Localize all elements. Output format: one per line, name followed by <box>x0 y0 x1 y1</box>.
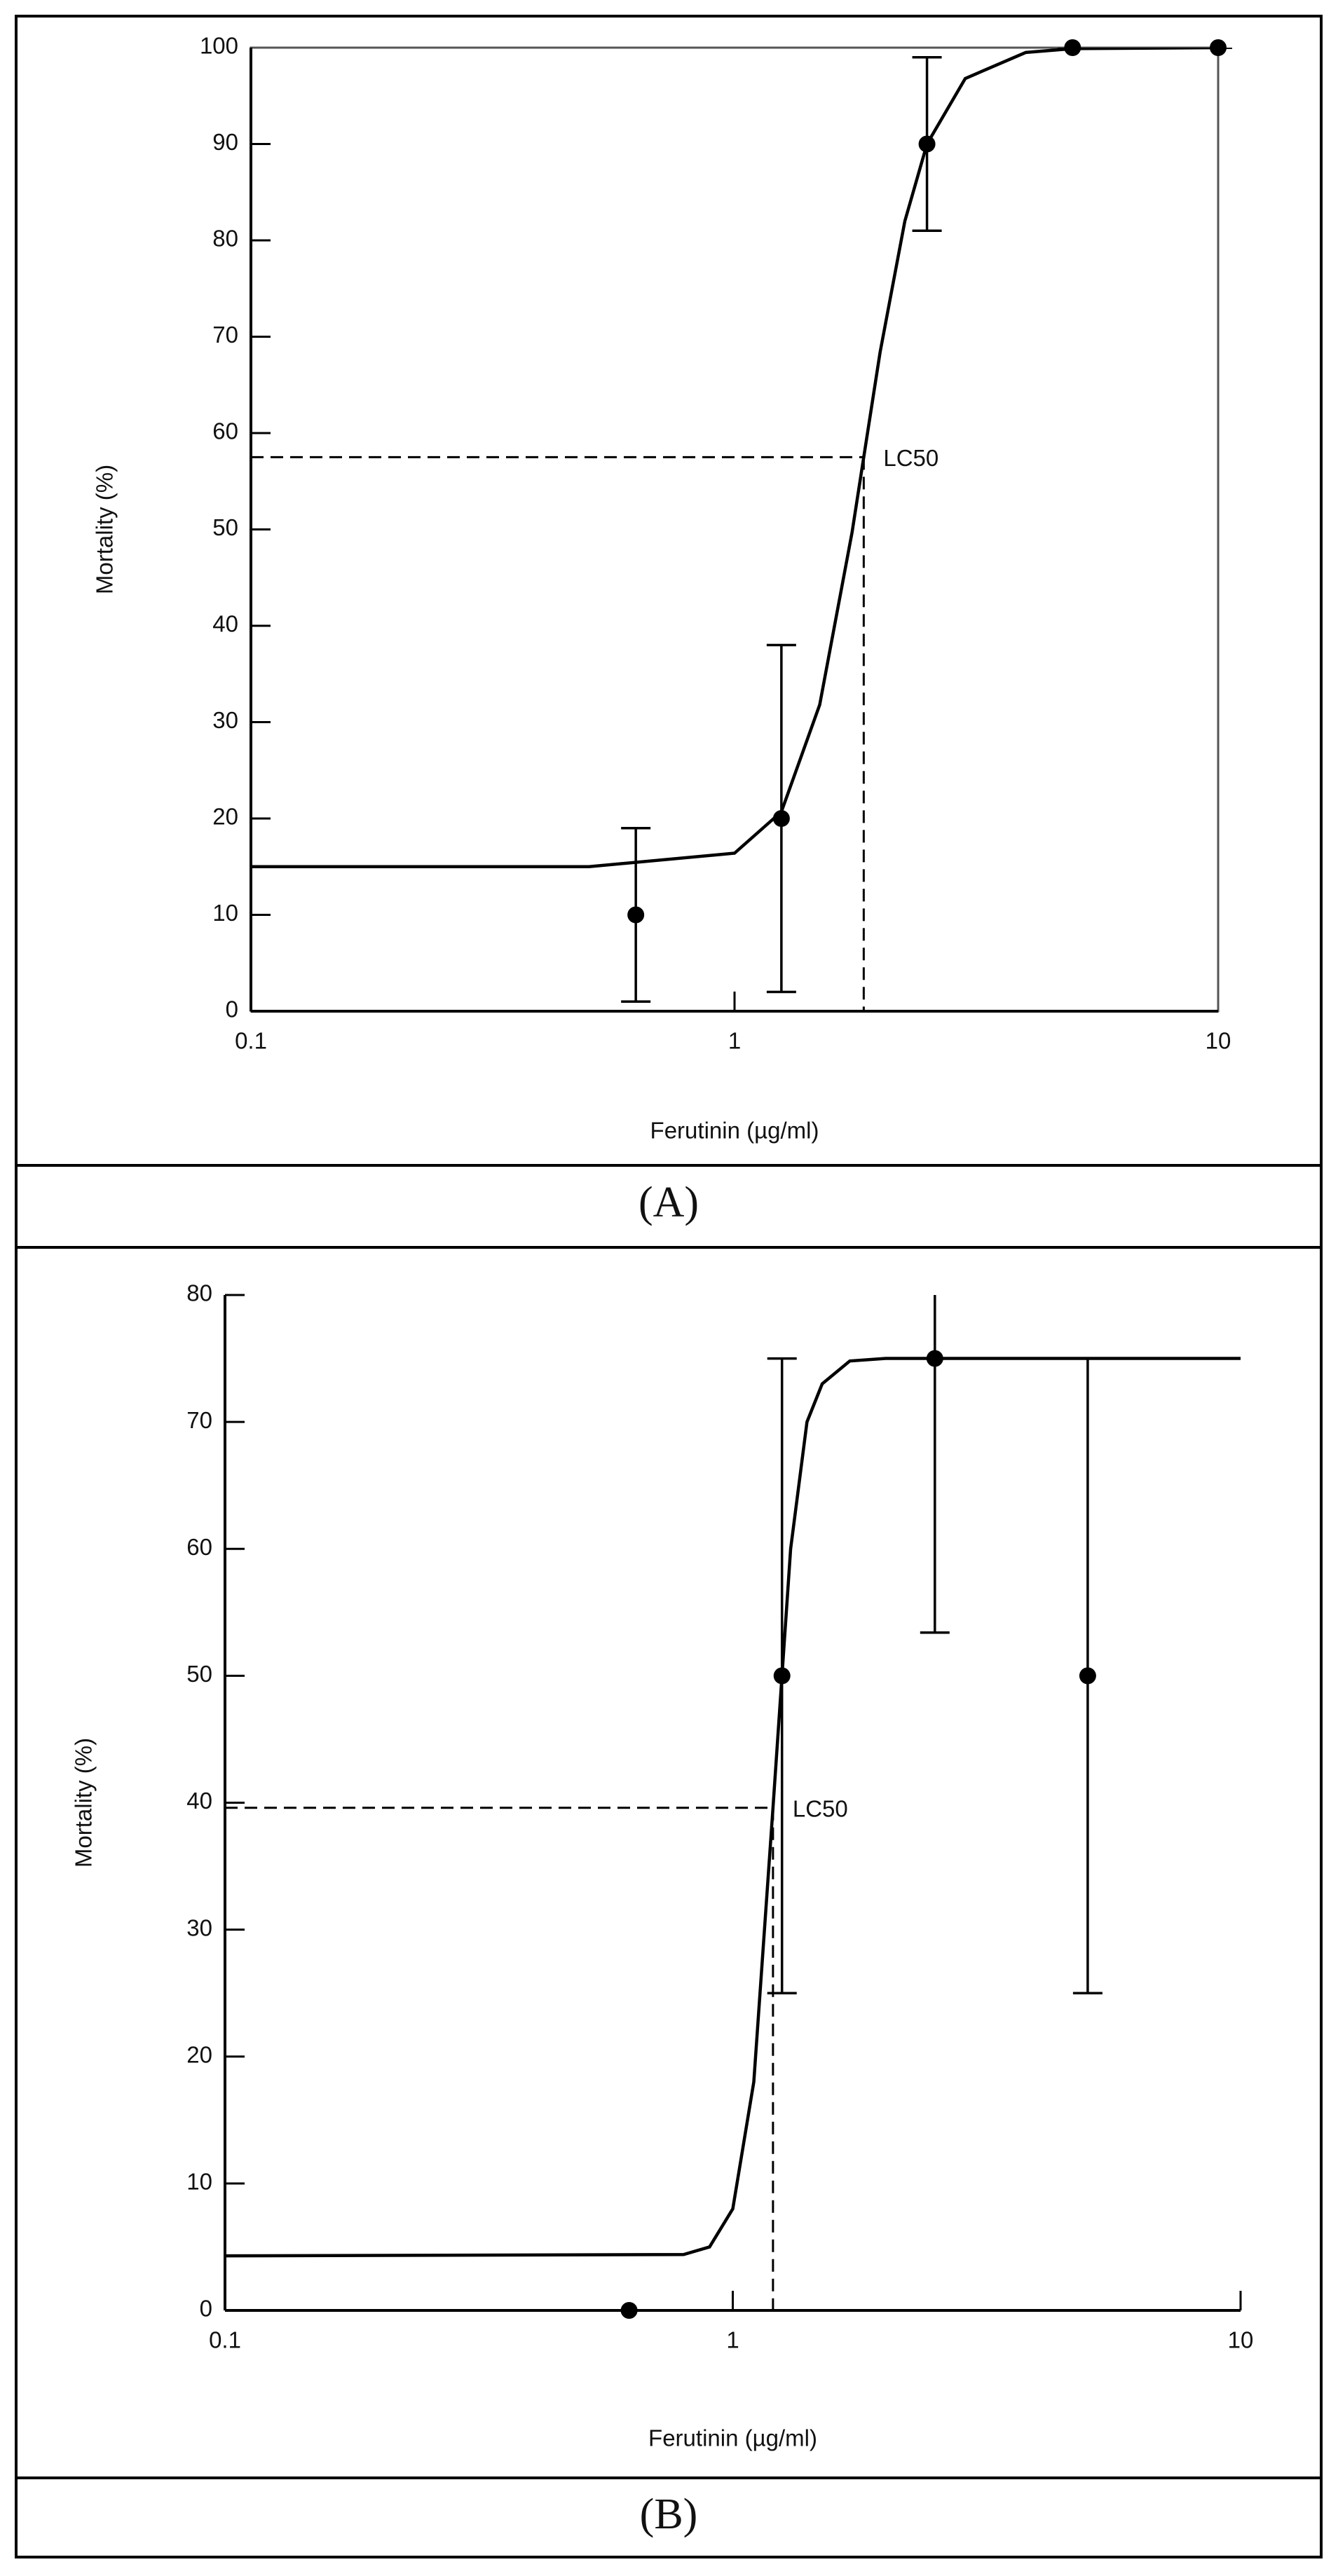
y-tick-label: 70 <box>212 322 238 348</box>
x-tick-label: 1 <box>728 1028 741 1054</box>
x-tick-label: 10 <box>1206 1028 1231 1054</box>
y-tick-label: 40 <box>186 1788 212 1814</box>
y-tick-label: 90 <box>212 129 238 155</box>
y-tick-label: 60 <box>212 418 238 444</box>
data-point <box>620 2302 638 2319</box>
caption: (A) <box>639 1179 699 1226</box>
y-tick-label: 30 <box>212 707 238 733</box>
x-tick-label: 10 <box>1228 2327 1254 2353</box>
y-tick-label: 20 <box>212 804 238 830</box>
x-axis-label: Ferutinin (µg/ml) <box>650 1118 819 1144</box>
data-point <box>926 1350 943 1367</box>
y-tick-label: 20 <box>186 2041 212 2067</box>
lc50-label: LC50 <box>883 445 938 471</box>
y-tick-label: 50 <box>186 1661 212 1687</box>
x-tick-label: 1 <box>726 2327 739 2353</box>
y-tick-label: 50 <box>212 514 238 540</box>
y-tick-label: 100 <box>200 33 238 59</box>
data-point <box>918 135 936 153</box>
data-point <box>1079 1667 1096 1685</box>
y-tick-label: 0 <box>226 996 238 1022</box>
data-point <box>772 810 790 827</box>
y-tick-label: 80 <box>212 226 238 252</box>
x-axis-label: Ferutinin (µg/ml) <box>648 2425 817 2451</box>
y-tick-label: 40 <box>212 611 238 637</box>
x-tick-label: 0.1 <box>235 1028 267 1054</box>
fit-curve <box>251 48 1219 868</box>
data-point <box>773 1667 791 1685</box>
y-tick-label: 60 <box>186 1534 212 1560</box>
y-tick-label: 30 <box>186 1914 212 1940</box>
y-axis-label: Mortality (%) <box>71 1738 97 1868</box>
outer-border <box>15 15 1323 2558</box>
x-tick-label: 0.1 <box>209 2327 241 2353</box>
data-point <box>627 906 645 924</box>
y-tick-label: 10 <box>212 900 238 926</box>
data-point <box>1064 39 1081 56</box>
y-tick-label: 0 <box>200 2296 212 2322</box>
caption: (B) <box>640 2491 698 2538</box>
y-tick-label: 80 <box>186 1280 212 1306</box>
y-tick-label: 10 <box>186 2169 212 2195</box>
data-point <box>1210 39 1227 56</box>
y-tick-label: 70 <box>186 1407 212 1433</box>
y-axis-label: Mortality (%) <box>92 465 118 594</box>
lc50-label: LC50 <box>793 1795 848 1821</box>
